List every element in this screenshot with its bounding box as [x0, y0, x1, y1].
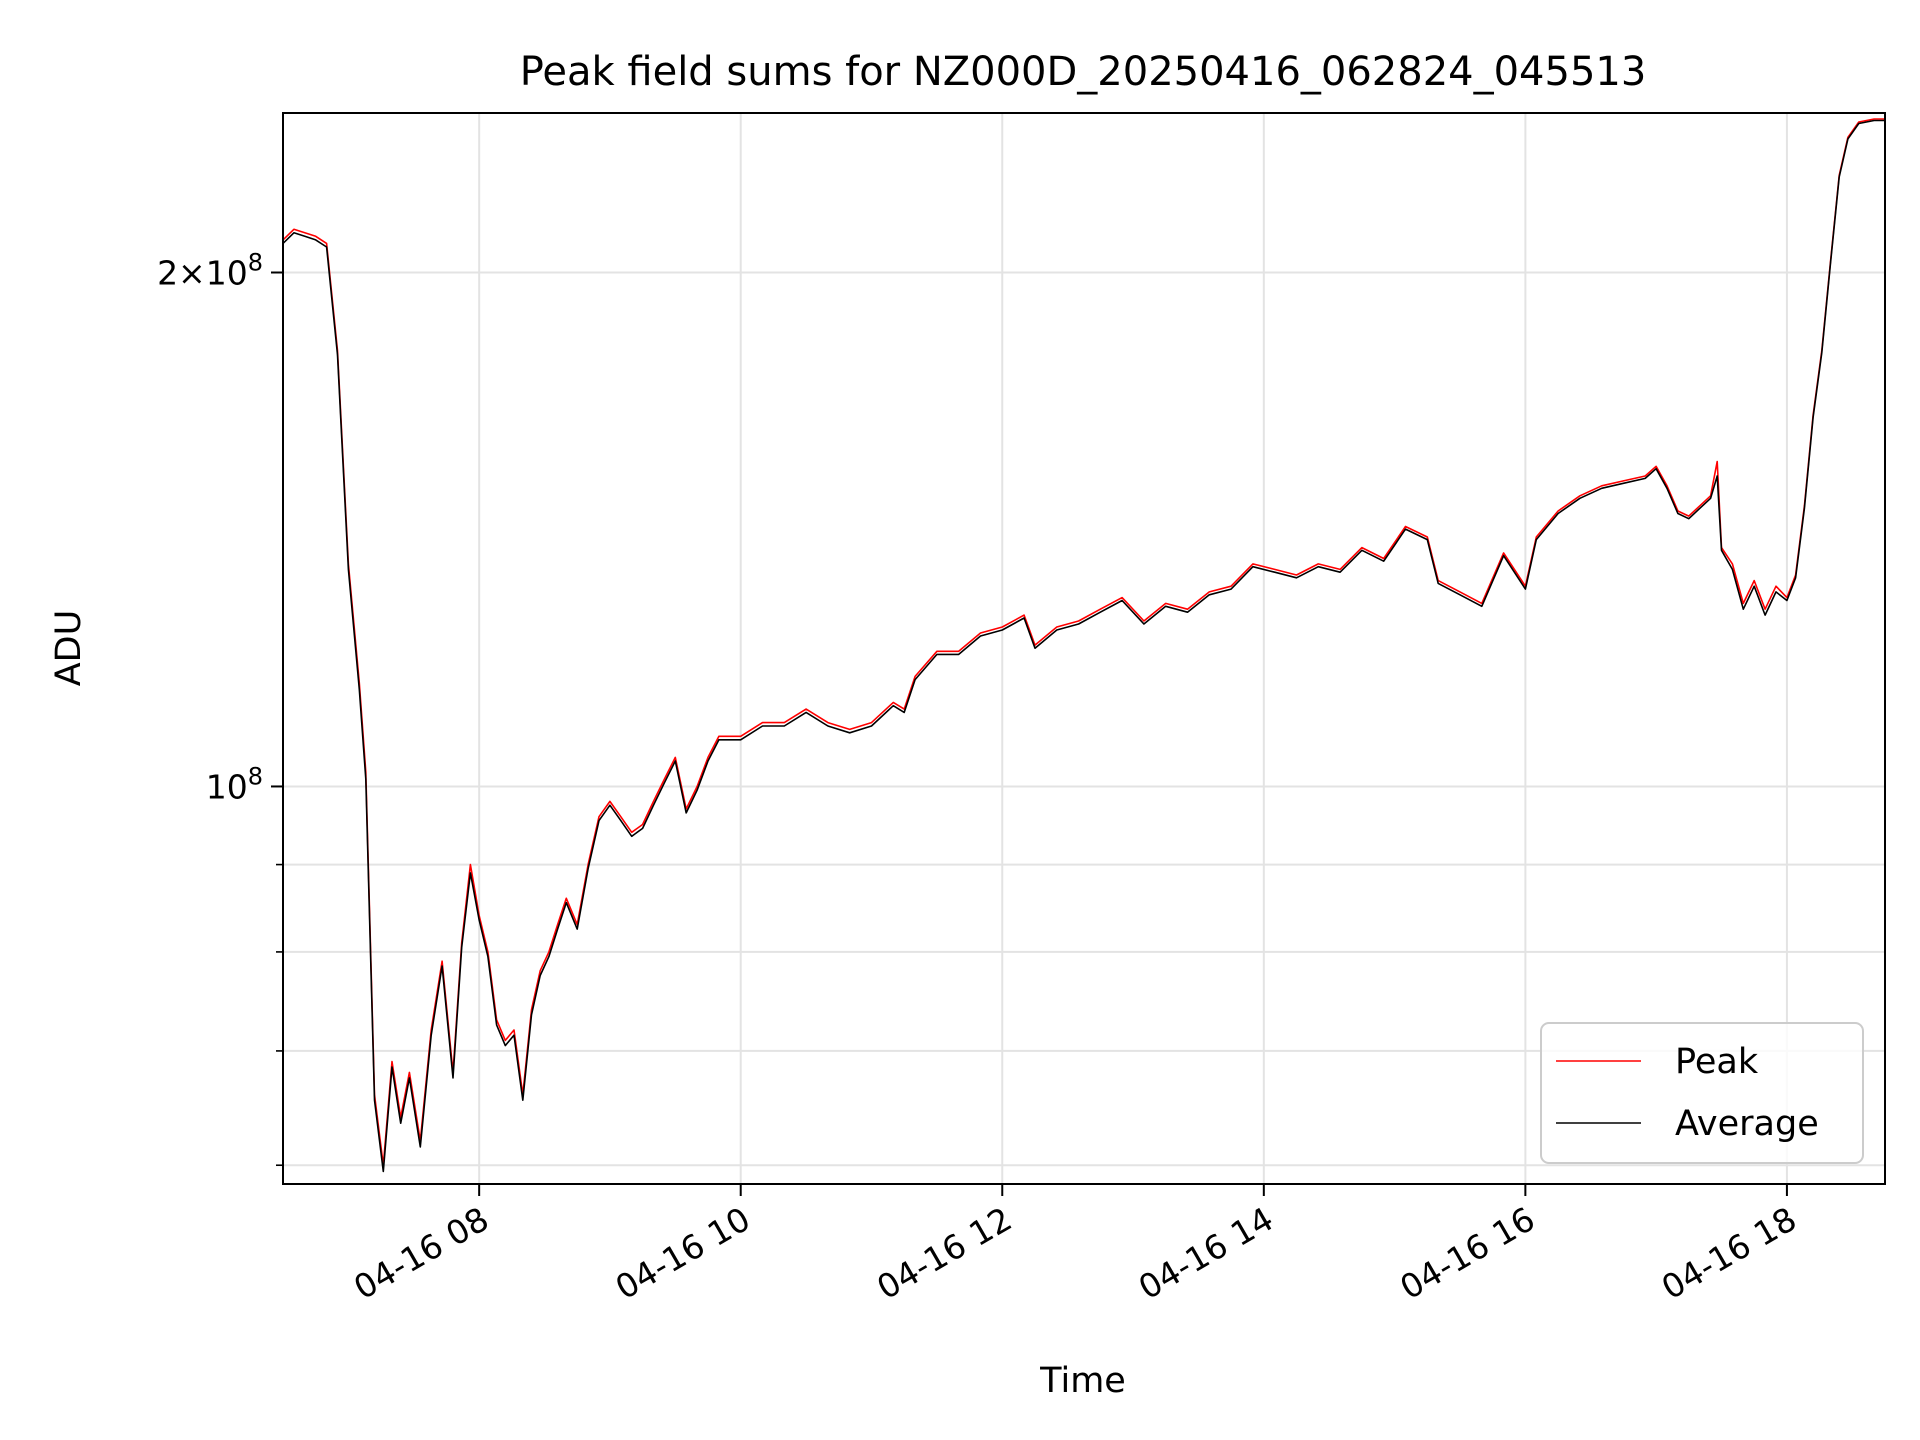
chart-title: Peak field sums for NZ000D_20250416_0628… — [520, 49, 1647, 95]
y-tick-label: 2×108 — [157, 249, 263, 293]
legend-label-peak: Peak — [1675, 1042, 1759, 1082]
legend: Peak Average — [1540, 1022, 1864, 1164]
series-layer — [282, 118, 1885, 1173]
series-line-average — [282, 119, 1885, 1173]
x-axis-label: Time — [1039, 1361, 1126, 1401]
plot-frame — [282, 112, 1886, 1185]
series-line-peak — [282, 118, 1885, 1166]
legend-label-average: Average — [1675, 1104, 1819, 1144]
y-tick-label: 108 — [206, 762, 263, 806]
y-axis: 108 2×108 — [157, 249, 283, 1167]
legend-box — [1540, 1022, 1864, 1164]
y-axis-label: ADU — [49, 610, 89, 687]
